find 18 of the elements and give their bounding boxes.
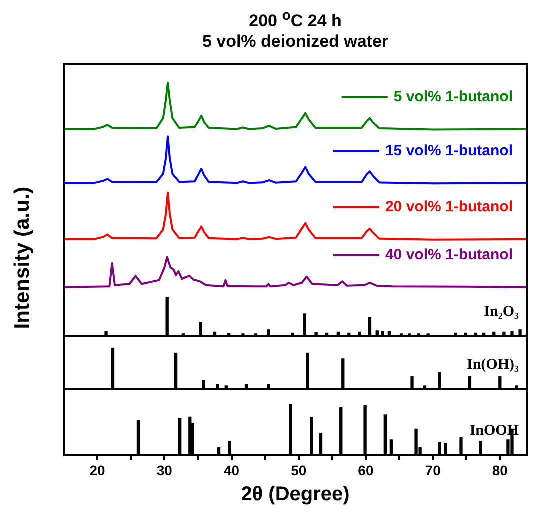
legend-label: 15 vol% 1-butanol (385, 142, 513, 160)
legend-label: 5 vol% 1-butanol (394, 88, 513, 106)
x-tick-label: 80 (492, 462, 508, 478)
x-tick-label: 30 (156, 462, 173, 478)
legend-label: 40 vol% 1-butanol (385, 246, 513, 264)
chart-title: 200 $^{o}$C 24 h (248, 8, 343, 32)
series-label: In(OH)₃ (466, 356, 520, 373)
series-label: In₂O₃ (484, 304, 520, 320)
x-axis-title: 2θ (Degree) (241, 484, 350, 506)
chart-subtitle: 5 vol% deionized water (201, 32, 390, 52)
x-tick-label: 60 (358, 462, 374, 478)
x-tick-label: 50 (291, 462, 307, 478)
x-tick-label: 40 (224, 462, 240, 478)
legend-label: 20 vol% 1-butanol (385, 198, 513, 216)
series-label: InOOH (470, 423, 520, 440)
x-tick-label: 70 (425, 462, 442, 478)
x-tick-label: 20 (90, 462, 106, 478)
y-axis-title: Intensity (a.u.) (11, 186, 35, 332)
